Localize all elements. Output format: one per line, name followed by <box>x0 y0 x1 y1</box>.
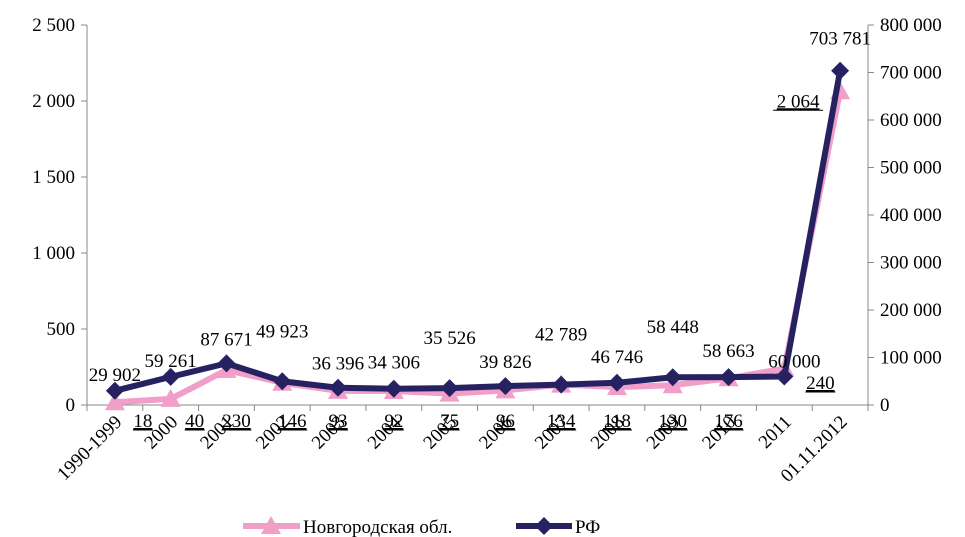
legend: Новгородская обл. РФ <box>243 516 600 537</box>
rf-data-label: 58 663 <box>702 341 754 362</box>
rf-point <box>496 377 515 396</box>
novgorod-data-label: 40 <box>185 411 204 432</box>
rf-data-label: 703 781 <box>809 29 871 50</box>
x-tick-label: 2011 <box>755 412 796 453</box>
novgorod-data-label: 93 <box>329 411 348 432</box>
novgorod-data-label: 176 <box>714 411 743 432</box>
novgorod-point <box>104 392 125 411</box>
rf-data-label: 60 000 <box>768 352 820 373</box>
rf-data-label: 87 671 <box>200 329 252 350</box>
novgorod-data-label: 75 <box>440 411 459 432</box>
rf-point <box>552 375 571 394</box>
rf-data-label: 35 526 <box>423 328 475 349</box>
left-tick-label: 500 <box>47 319 76 340</box>
rf-data-label: 42 789 <box>535 325 587 346</box>
rf-point <box>105 381 124 400</box>
rf-point <box>607 373 626 392</box>
right-tick-label: 600 000 <box>880 110 942 131</box>
novgorod-data-label: 146 <box>278 411 307 432</box>
series-layer <box>104 61 851 411</box>
novgorod-data-label: 134 <box>547 411 576 432</box>
left-tick-label: 2 500 <box>32 15 75 36</box>
right-tick-label: 700 000 <box>880 63 942 84</box>
novgorod-data-label: 96 <box>496 411 515 432</box>
rf-data-label: 39 826 <box>479 352 531 373</box>
novgorod-point <box>160 388 181 407</box>
rf-point <box>273 372 292 391</box>
left-tick-label: 1 000 <box>32 243 75 264</box>
novgorod-data-label: 118 <box>603 411 631 432</box>
right-tick-label: 800 000 <box>880 15 942 36</box>
right-tick-label: 200 000 <box>880 300 942 321</box>
novgorod-data-label: 18 <box>133 411 152 432</box>
left-tick-label: 0 <box>66 395 76 416</box>
rf-point <box>775 367 794 386</box>
legend-novgorod-label: Новгородская обл. <box>303 517 452 537</box>
rf-point <box>329 378 348 397</box>
rf-data-label: 49 923 <box>256 321 308 342</box>
left-tick-label: 1 500 <box>32 167 75 188</box>
legend-rf-swatch-marker <box>535 517 553 535</box>
novgorod-data-label: 92 <box>384 411 403 432</box>
rf-point <box>161 367 180 386</box>
rf-point <box>719 368 738 387</box>
right-tick-label: 300 000 <box>880 253 942 274</box>
right-tick-label: 100 000 <box>880 348 942 369</box>
rf-point <box>831 61 850 80</box>
rf-point <box>663 368 682 387</box>
rf-data-label: 36 396 <box>312 354 364 375</box>
rf-data-label: 46 746 <box>591 347 643 368</box>
legend-novgorod-swatch-marker <box>261 516 281 534</box>
left-tick-label: 2 000 <box>32 91 75 112</box>
rf-point <box>217 354 236 373</box>
rf-data-label: 59 261 <box>145 351 197 372</box>
novgorod-data-label: 230 <box>222 411 251 432</box>
right-tick-label: 400 000 <box>880 205 942 226</box>
novgorod-data-label: 2 064 <box>777 91 820 112</box>
x-tick-label: 1990-1999 <box>53 412 126 485</box>
rf-line <box>114 70 844 394</box>
novgorod-data-label: 130 <box>659 411 688 432</box>
novgorod-data-label: 240 <box>806 373 835 394</box>
right-tick-label: 500 000 <box>880 158 942 179</box>
right-tick-label: 0 <box>880 395 890 416</box>
legend-rf-label: РФ <box>575 517 600 537</box>
rf-point <box>440 379 459 398</box>
rf-point <box>384 379 403 398</box>
rf-data-label: 29 902 <box>89 365 141 386</box>
rf-data-label: 34 306 <box>368 353 420 374</box>
rf-data-label: 58 448 <box>647 317 699 338</box>
